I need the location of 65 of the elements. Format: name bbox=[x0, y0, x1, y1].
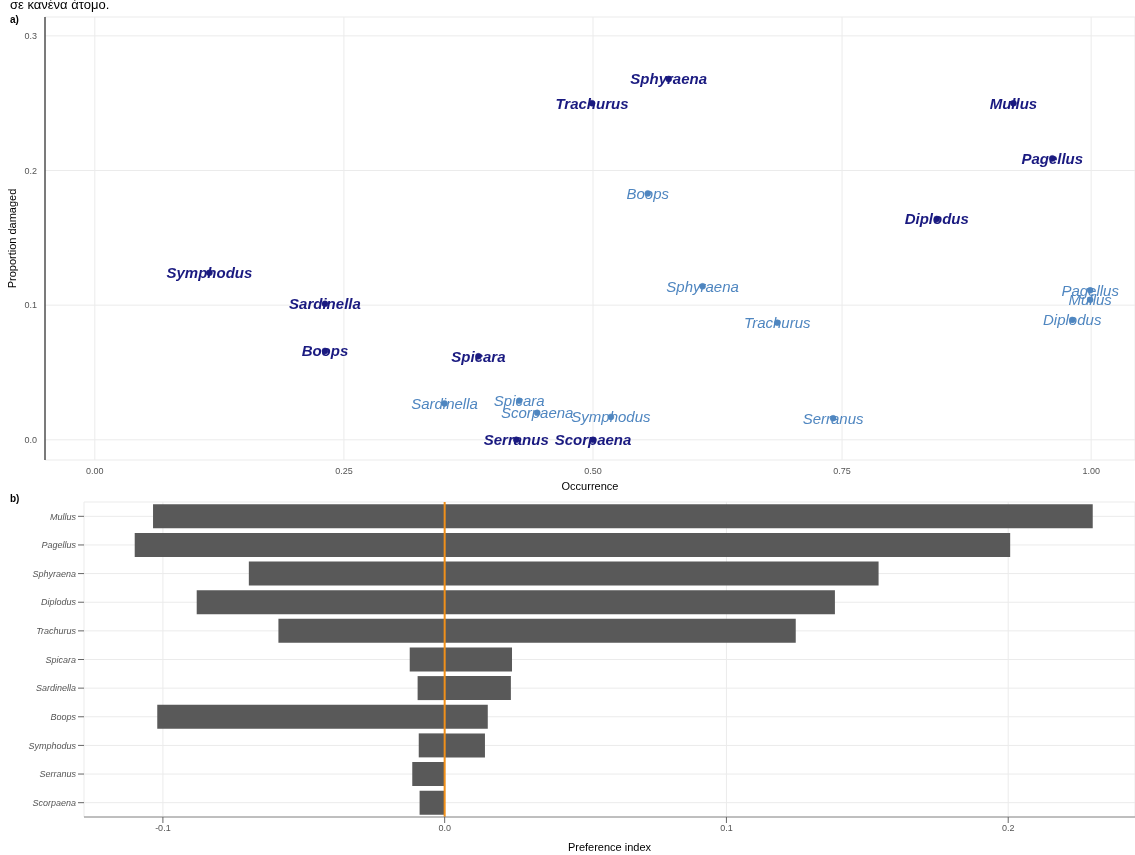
bar bbox=[444, 590, 835, 615]
bar bbox=[409, 647, 445, 672]
x-tick-label: 0.50 bbox=[584, 466, 602, 477]
bar bbox=[444, 618, 796, 643]
y-tick-label: Pagellus bbox=[41, 540, 77, 551]
y-tick-label: Boops bbox=[50, 711, 77, 722]
x-axis-title: Occurrence bbox=[561, 480, 619, 492]
data-label: Sardinella bbox=[411, 394, 478, 412]
y-tick-label: Spicara bbox=[45, 654, 76, 665]
data-label: Scorpaena bbox=[554, 431, 632, 449]
x-tick-label: 0.2 bbox=[1001, 823, 1015, 834]
x-axis-title: Preference index bbox=[567, 841, 652, 853]
bar bbox=[418, 733, 445, 758]
bar bbox=[419, 790, 445, 815]
x-tick-label: -0.1 bbox=[155, 823, 171, 834]
data-label: Pagellus bbox=[1021, 149, 1084, 167]
y-tick-label: Trachurus bbox=[36, 626, 77, 637]
text: b) bbox=[10, 492, 20, 506]
data-label: Sardinella bbox=[289, 295, 361, 313]
y-tick-label: 0.3 bbox=[24, 31, 37, 42]
bar bbox=[444, 676, 511, 701]
x-tick-label: 0.25 bbox=[335, 466, 353, 477]
data-label: Sphyraena bbox=[630, 70, 708, 88]
bar bbox=[153, 504, 445, 529]
y-tick-label: Diplodus bbox=[40, 597, 77, 608]
data-label: Diplodus bbox=[1043, 311, 1102, 329]
y-tick-label: Serranus bbox=[39, 769, 77, 780]
data-label: Boops bbox=[301, 342, 349, 360]
text: σε κανένα άτομο. bbox=[10, 0, 110, 12]
bar bbox=[157, 704, 445, 729]
y-tick-label: 0.2 bbox=[24, 165, 37, 176]
bar bbox=[444, 647, 513, 672]
y-tick-label: Symphodus bbox=[28, 740, 77, 751]
y-tick-label: Scorpaena bbox=[32, 797, 76, 808]
y-tick-label: Sardinella bbox=[35, 683, 76, 694]
y-tick-label: Mullus bbox=[49, 511, 77, 522]
bar bbox=[196, 590, 445, 615]
x-tick-label: 1.00 bbox=[1082, 466, 1100, 477]
y-tick-label: Sphyraena bbox=[32, 568, 76, 579]
data-label: Symphodus bbox=[571, 408, 652, 426]
y-axis-title: Proportion damaged bbox=[5, 188, 18, 289]
bar bbox=[444, 733, 485, 758]
data-label: Serranus bbox=[483, 431, 549, 449]
bar bbox=[444, 704, 488, 729]
x-tick-label: 0.00 bbox=[86, 466, 104, 477]
bar bbox=[248, 561, 445, 586]
data-label: Diplodus bbox=[904, 210, 969, 228]
bar bbox=[444, 504, 1093, 529]
bar bbox=[417, 676, 445, 701]
data-label: Sphyraena bbox=[666, 277, 739, 295]
bar bbox=[278, 618, 445, 643]
data-label: Symphodus bbox=[166, 264, 253, 282]
x-tick-label: 0.0 bbox=[438, 823, 451, 834]
bar bbox=[134, 532, 445, 557]
y-tick-label: 0.0 bbox=[24, 435, 37, 445]
bar bbox=[412, 762, 445, 787]
bar bbox=[444, 532, 1011, 557]
data-label: Spicara bbox=[451, 347, 506, 365]
bar bbox=[444, 561, 879, 586]
x-tick-label: 0.1 bbox=[720, 823, 733, 834]
x-tick-label: 0.75 bbox=[833, 466, 851, 477]
text: a) bbox=[10, 13, 19, 27]
y-tick-label: 0.1 bbox=[24, 300, 37, 311]
data-label: Serranus bbox=[802, 409, 865, 427]
data-label: Mullus bbox=[989, 94, 1038, 112]
